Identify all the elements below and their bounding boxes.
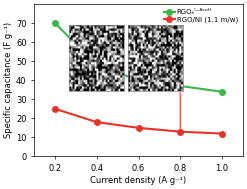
RGO/Ni (1.1 m/w) [54,108,57,110]
Legend: RGOₕᴵ⁻ᴬᶜᵒᴴ, RGO/Ni (1.1 m/w): RGOₕᴵ⁻ᴬᶜᵒᴴ, RGO/Ni (1.1 m/w) [163,8,239,24]
RGO/Ni (1.1 m/w) [95,121,98,123]
Line: RGO/Ni (1.1 m/w): RGO/Ni (1.1 m/w) [52,106,225,136]
RGOₕᴵ⁻ᴬᶜᵒᴴ [137,79,140,81]
RGOₕᴵ⁻ᴬᶜᵒᴴ [54,22,57,24]
Line: RGOₕᴵ⁻ᴬᶜᵒᴴ: RGOₕᴵ⁻ᴬᶜᵒᴴ [52,20,225,94]
Y-axis label: Specific capacitance (F g⁻¹): Specific capacitance (F g⁻¹) [4,22,13,138]
RGO/Ni (1.1 m/w) [137,127,140,129]
RGOₕᴵ⁻ᴬᶜᵒᴴ [95,64,98,66]
X-axis label: Current density (A g⁻¹): Current density (A g⁻¹) [90,176,186,185]
RGOₕᴵ⁻ᴬᶜᵒᴴ [179,85,182,87]
RGO/Ni (1.1 m/w) [221,132,224,135]
RGO/Ni (1.1 m/w) [179,131,182,133]
RGOₕᴵ⁻ᴬᶜᵒᴴ [221,91,224,93]
